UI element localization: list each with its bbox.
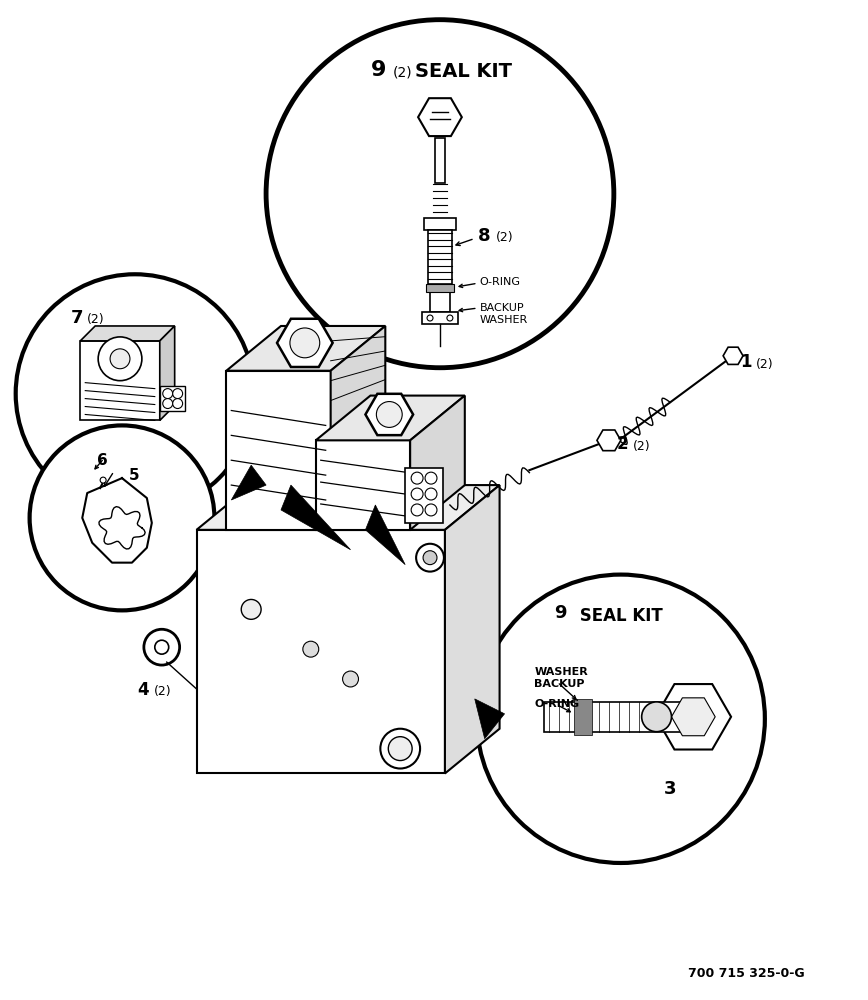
Bar xyxy=(405,468,443,523)
Polygon shape xyxy=(316,440,411,530)
Circle shape xyxy=(388,737,412,761)
Polygon shape xyxy=(277,319,332,367)
Circle shape xyxy=(411,504,423,516)
Text: 8: 8 xyxy=(477,227,490,245)
Circle shape xyxy=(423,551,437,565)
Bar xyxy=(435,138,445,183)
Polygon shape xyxy=(227,326,385,371)
Circle shape xyxy=(377,402,402,427)
Circle shape xyxy=(427,315,433,321)
Polygon shape xyxy=(672,698,715,736)
Bar xyxy=(80,341,160,420)
Polygon shape xyxy=(365,505,405,565)
Circle shape xyxy=(16,274,254,513)
Bar xyxy=(430,292,450,312)
Circle shape xyxy=(416,544,444,572)
Circle shape xyxy=(266,20,614,368)
Bar xyxy=(428,230,452,284)
Circle shape xyxy=(98,337,141,381)
Circle shape xyxy=(290,328,319,358)
Text: (2): (2) xyxy=(633,440,650,453)
Circle shape xyxy=(641,702,672,732)
Circle shape xyxy=(110,349,130,369)
Polygon shape xyxy=(227,371,331,530)
Text: 5: 5 xyxy=(129,468,140,483)
Text: WASHER: WASHER xyxy=(535,667,589,677)
Circle shape xyxy=(100,477,106,483)
Bar xyxy=(160,386,185,410)
Text: 1: 1 xyxy=(740,353,752,371)
Circle shape xyxy=(173,389,182,399)
Circle shape xyxy=(144,629,180,665)
Text: 700 715 325-0-G: 700 715 325-0-G xyxy=(688,967,805,980)
Circle shape xyxy=(425,504,437,516)
Polygon shape xyxy=(597,430,621,451)
Text: 2: 2 xyxy=(617,435,628,453)
Text: WASHER: WASHER xyxy=(480,315,528,325)
Circle shape xyxy=(411,488,423,500)
Circle shape xyxy=(411,472,423,484)
Polygon shape xyxy=(365,394,413,435)
Polygon shape xyxy=(411,396,464,530)
Text: BACKUP: BACKUP xyxy=(480,303,524,313)
Polygon shape xyxy=(475,699,504,739)
Text: SEAL KIT: SEAL KIT xyxy=(574,607,663,625)
Text: 4: 4 xyxy=(137,681,148,699)
Text: (2): (2) xyxy=(756,358,773,371)
Polygon shape xyxy=(160,326,174,420)
Circle shape xyxy=(162,389,173,399)
Circle shape xyxy=(241,599,261,619)
Polygon shape xyxy=(316,396,464,440)
Polygon shape xyxy=(655,684,731,750)
Text: O-RING: O-RING xyxy=(535,699,580,709)
Polygon shape xyxy=(331,326,385,530)
Polygon shape xyxy=(231,465,266,500)
Polygon shape xyxy=(196,485,500,530)
Circle shape xyxy=(30,425,214,610)
Polygon shape xyxy=(445,485,500,773)
Text: O-RING: O-RING xyxy=(480,277,521,287)
Text: 3: 3 xyxy=(663,780,676,798)
Circle shape xyxy=(380,729,420,769)
Circle shape xyxy=(477,575,765,863)
Bar xyxy=(426,284,454,292)
Text: (2): (2) xyxy=(392,65,412,79)
Bar xyxy=(574,699,592,735)
Bar xyxy=(422,312,457,324)
Text: 9: 9 xyxy=(371,60,385,80)
Circle shape xyxy=(155,640,168,654)
Polygon shape xyxy=(418,98,462,136)
Bar xyxy=(424,218,456,230)
Polygon shape xyxy=(196,530,445,773)
Circle shape xyxy=(447,315,453,321)
Circle shape xyxy=(162,399,173,409)
Bar xyxy=(544,702,694,732)
Polygon shape xyxy=(723,347,743,364)
Text: (2): (2) xyxy=(154,685,171,698)
Text: BACKUP: BACKUP xyxy=(535,679,585,689)
Circle shape xyxy=(173,399,182,409)
Text: 6: 6 xyxy=(97,453,108,468)
Polygon shape xyxy=(80,326,174,341)
Text: 9: 9 xyxy=(555,604,567,622)
Circle shape xyxy=(425,472,437,484)
Text: SEAL KIT: SEAL KIT xyxy=(415,62,512,81)
Circle shape xyxy=(425,488,437,500)
Text: (2): (2) xyxy=(87,313,105,326)
Polygon shape xyxy=(281,485,351,550)
Circle shape xyxy=(343,671,358,687)
Text: 7: 7 xyxy=(70,309,82,327)
Circle shape xyxy=(303,641,319,657)
Text: (2): (2) xyxy=(496,231,513,244)
